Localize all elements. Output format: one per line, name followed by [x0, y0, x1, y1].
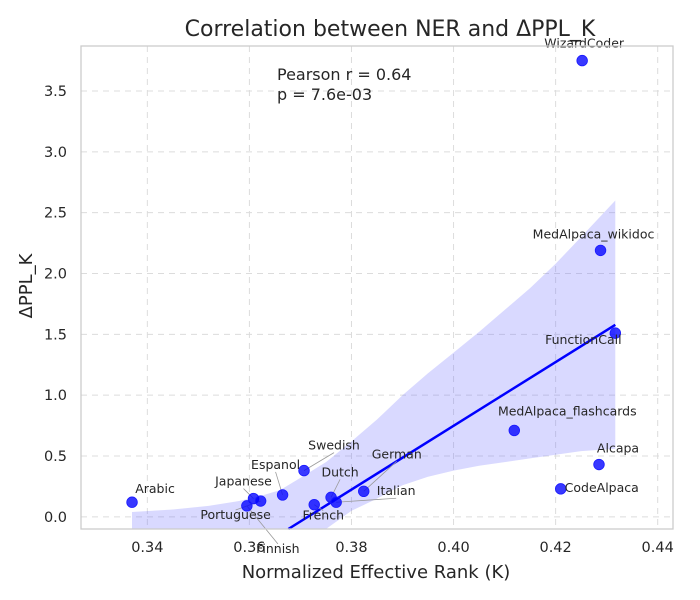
- label-wizardcoder: WizardCoder: [544, 36, 625, 51]
- leader-swedish: [303, 452, 335, 471]
- y-tick-label: 1.5: [44, 327, 67, 343]
- x-tick-label: 0.44: [642, 540, 674, 556]
- confidence-band: [132, 200, 616, 529]
- regression-line-group: [287, 323, 616, 531]
- point-medalpaca-wikidoc: [594, 244, 607, 257]
- leader-italian: [336, 497, 397, 503]
- x-tick-label: 0.40: [437, 540, 469, 556]
- point-alcapa: [593, 458, 605, 471]
- point-wizardcoder: [576, 54, 588, 67]
- label-functioncall: FunctionCall: [545, 332, 622, 347]
- label-medalpaca-flashcards: MedAlpaca_flashcards: [498, 403, 637, 418]
- y-tick-label: 2.5: [44, 206, 67, 222]
- confidence-band-group: [132, 200, 616, 529]
- x-axis-label: Normalized Effective Rank (K): [242, 562, 511, 583]
- plot-frame: [80, 45, 674, 530]
- leader-german: [363, 460, 398, 492]
- label-portuguese: Portuguese: [200, 507, 271, 522]
- y-tick-label: 3.5: [44, 84, 67, 100]
- y-tick-label: 2.0: [44, 267, 67, 283]
- point-swedish: [298, 464, 310, 477]
- pearson-r-text: Pearson r = 0.64: [277, 65, 411, 84]
- point-codealpaca: [555, 483, 567, 495]
- label-finnish: Finnish: [256, 541, 300, 556]
- point-functioncall: [609, 327, 622, 339]
- point-french: [308, 498, 320, 511]
- y-tick-label: 0.5: [44, 449, 67, 465]
- label-dutch: Dutch: [321, 464, 358, 479]
- x-tick-label: 0.34: [131, 540, 163, 556]
- y-tick-label: 1.0: [44, 388, 67, 404]
- x-tick-label: 0.36: [233, 540, 265, 556]
- point-espanol: [276, 489, 289, 501]
- label-alcapa: Alcapa: [597, 441, 639, 456]
- point-portuguese: [254, 495, 267, 507]
- grid: [81, 46, 673, 529]
- label-swedish: Swedish: [308, 438, 360, 453]
- x-tick-label: 0.38: [335, 540, 367, 556]
- point-finnish: [241, 500, 253, 512]
- leader-finnish: [246, 505, 279, 545]
- y-tick-label: 3.0: [44, 145, 67, 161]
- point-german: [358, 485, 370, 497]
- regression-line: [287, 323, 616, 531]
- p-value-text: p = 7.6e-03: [277, 85, 372, 104]
- label-codealpaca: CodeAlpaca: [565, 480, 639, 495]
- label-medalpaca-wikidoc: MedAlpaca_wikidoc: [533, 226, 655, 241]
- y-tick-label: 0.0: [44, 510, 67, 526]
- tick-labels: 0.34 0.36 0.38 0.40 0.42 0.44 0.0 0.5 1.0 1.5 2.0 2…: [44, 84, 674, 556]
- point-arabic: [126, 496, 138, 508]
- point-italian: [330, 496, 342, 508]
- label-italian: Italian: [377, 483, 416, 498]
- y-axis-label: ΔPPL_K: [16, 252, 37, 318]
- label-arabic: Arabic: [135, 481, 175, 496]
- x-tick-label: 0.42: [539, 540, 571, 556]
- chart-title: Correlation between NER and ΔPPL_K: [185, 17, 596, 42]
- data-points: [126, 54, 622, 512]
- label-espanol: Espanol: [251, 457, 300, 472]
- label-japanese: Japanese: [214, 474, 272, 489]
- point-medalpaca-flashcards: [508, 424, 520, 437]
- label-german: German: [372, 446, 422, 461]
- label-french: French: [302, 508, 344, 523]
- point-labels: WizardCoder MedAlpaca_wikidoc FunctionCall…: [135, 36, 654, 556]
